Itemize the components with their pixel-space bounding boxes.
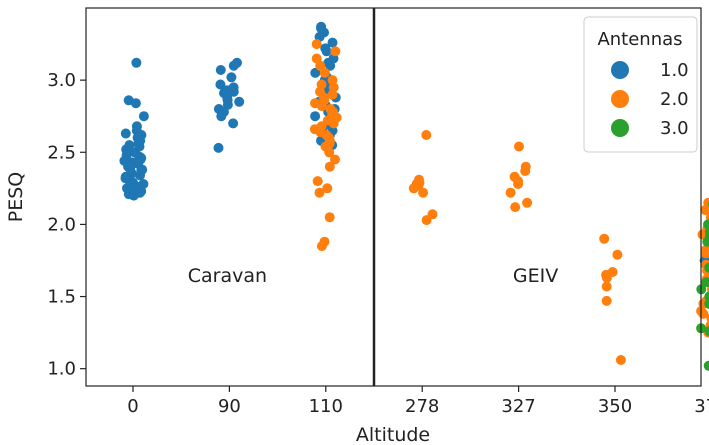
legend-entries: 1.0 2.0 3.0	[611, 60, 689, 139]
point-antennas-3-0-alt-370	[704, 298, 709, 309]
point-antennas-2-0-alt-350	[601, 281, 612, 292]
point-antennas-1-0-alt-110	[327, 37, 338, 48]
point-antennas-2-0-alt-278	[408, 183, 419, 194]
y-tick-label-1.5: 1.5	[47, 287, 76, 308]
point-antennas-1-0-alt-110	[321, 46, 332, 57]
point-antennas-1-0-alt-90	[226, 72, 237, 83]
y-tick-label-3.0: 3.0	[47, 70, 76, 91]
point-antennas-1-0-alt-90	[234, 96, 245, 107]
point-antennas-2-0-alt-350	[612, 249, 623, 260]
point-antennas-2-0-alt-327	[514, 141, 524, 152]
point-antennas-2-0-alt-110	[312, 176, 323, 187]
point-antennas-3-0-alt-370	[702, 236, 709, 247]
x-axis-label: Altitude	[356, 424, 430, 445]
point-antennas-2-0-alt-327	[505, 187, 516, 198]
point-antennas-2-0-alt-110	[330, 46, 341, 57]
point-antennas-3-0-alt-370	[703, 219, 709, 230]
point-antennas-3-0-alt-370	[704, 262, 709, 273]
point-antennas-1-0-alt-90	[228, 118, 239, 129]
point-antennas-2-0-alt-278	[421, 215, 432, 226]
point-antennas-1-0-alt-90	[213, 142, 224, 153]
x-tick-label-350: 350	[598, 396, 632, 417]
point-antennas-1-0-alt-110	[310, 111, 321, 122]
point-antennas-1-0-alt-90	[215, 79, 226, 90]
point-antennas-2-0-alt-327	[522, 197, 533, 208]
x-tick-label-278: 278	[405, 396, 439, 417]
plot-frame	[85, 7, 702, 387]
point-antennas-1-0-alt-110	[325, 60, 336, 71]
x-tick-label-110: 110	[309, 396, 343, 417]
point-antennas-2-0-alt-350	[601, 295, 612, 306]
legend: Antennas 1.0 2.0 3.0	[583, 16, 698, 153]
legend-box	[583, 16, 698, 153]
y-tick-label-2.5: 2.5	[47, 142, 76, 163]
point-antennas-1-0-alt-110	[310, 67, 321, 78]
point-antennas-2-0-alt-327	[513, 179, 524, 189]
legend-label-3-0: 3.0	[660, 118, 689, 139]
point-antennas-2-0-alt-350	[599, 233, 610, 244]
point-antennas-1-0-alt-90	[215, 65, 226, 75]
point-antennas-1-0-alt-0	[120, 128, 131, 139]
data-points	[119, 21, 709, 371]
y-tick-label-1.0: 1.0	[47, 359, 76, 380]
point-antennas-3-0-alt-370	[703, 360, 709, 371]
point-antennas-2-0-alt-110	[319, 67, 330, 78]
annotation-caravan: Caravan	[188, 265, 267, 287]
point-antennas-2-0-alt-110	[324, 212, 335, 223]
legend-marker-2-0	[611, 90, 629, 108]
point-antennas-2-0-alt-327	[510, 202, 521, 213]
x-tick-label-327: 327	[501, 396, 535, 417]
point-antennas-2-0-alt-110	[324, 147, 335, 158]
point-antennas-1-0-alt-90	[216, 111, 227, 122]
point-antennas-1-0-alt-0	[138, 111, 149, 122]
legend-marker-3-0	[611, 119, 629, 137]
y-axis-ticks: 1.0 1.5 2.0 2.5 3.0	[47, 70, 86, 380]
point-antennas-2-0-alt-110	[330, 154, 340, 165]
y-tick-label-2.0: 2.0	[47, 214, 76, 235]
point-antennas-1-0-alt-90	[228, 60, 239, 71]
point-antennas-2-0-alt-110	[322, 183, 333, 194]
point-antennas-2-0-alt-110	[316, 241, 327, 252]
point-antennas-1-0-alt-0	[135, 170, 145, 181]
point-antennas-2-0-alt-350	[615, 355, 626, 365]
point-antennas-1-0-alt-0	[128, 190, 139, 201]
point-antennas-2-0-alt-370	[700, 205, 709, 215]
point-antennas-2-0-alt-278	[421, 130, 432, 140]
x-tick-label-90: 90	[218, 396, 241, 417]
point-antennas-3-0-alt-370	[704, 326, 709, 337]
point-antennas-2-0-alt-110	[314, 187, 325, 198]
point-antennas-2-0-alt-370	[706, 313, 709, 323]
point-antennas-2-0-alt-278	[418, 187, 429, 198]
x-tick-label-0: 0	[127, 396, 138, 417]
point-antennas-2-0-alt-110	[311, 39, 322, 50]
annotation-geiv: GEIV	[513, 265, 558, 287]
point-antennas-1-0-alt-0	[131, 57, 142, 68]
y-axis-label: PESQ	[5, 172, 27, 222]
point-antennas-3-0-alt-370	[701, 277, 709, 288]
legend-title: Antennas	[597, 29, 682, 50]
point-antennas-2-0-alt-110	[324, 161, 335, 172]
x-axis-ticks: 0 90 110 278 327 350 370	[127, 386, 709, 417]
x-tick-label-370: 370	[694, 396, 709, 417]
legend-label-2-0: 2.0	[660, 89, 689, 110]
point-antennas-1-0-alt-0	[130, 98, 141, 109]
point-antennas-2-0-alt-327	[520, 166, 531, 176]
point-antennas-2-0-alt-110	[327, 89, 338, 100]
point-antennas-2-0-alt-110	[316, 101, 327, 112]
point-antennas-2-0-alt-370	[700, 248, 709, 259]
legend-label-1-0: 1.0	[660, 60, 689, 81]
legend-marker-1-0	[611, 61, 629, 79]
point-antennas-2-0-alt-110	[315, 60, 326, 71]
point-antennas-2-0-alt-350	[601, 272, 612, 283]
point-antennas-2-0-alt-110	[328, 118, 339, 129]
